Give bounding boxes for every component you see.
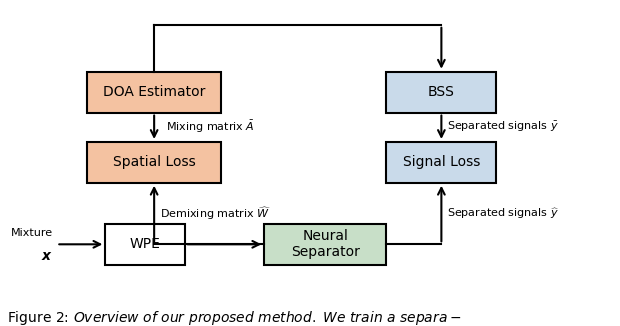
Text: Separated signals $\widehat{y}$: Separated signals $\widehat{y}$ bbox=[448, 206, 560, 221]
FancyBboxPatch shape bbox=[87, 142, 221, 183]
Text: Figure 2: $\it{Overview\ of\ our\ proposed\ method.\ We\ train\ a\ separa-}$: Figure 2: $\it{Overview\ of\ our\ propos… bbox=[7, 309, 462, 326]
Text: $\boldsymbol{x}$: $\boldsymbol{x}$ bbox=[42, 249, 53, 263]
FancyBboxPatch shape bbox=[264, 224, 386, 265]
Text: DOA Estimator: DOA Estimator bbox=[103, 85, 205, 99]
FancyBboxPatch shape bbox=[386, 142, 497, 183]
Text: Separated signals $\bar{y}$: Separated signals $\bar{y}$ bbox=[448, 120, 559, 134]
Text: Mixture: Mixture bbox=[11, 228, 53, 238]
Text: Signal Loss: Signal Loss bbox=[403, 156, 480, 170]
FancyBboxPatch shape bbox=[105, 224, 185, 265]
Text: Spatial Loss: Spatial Loss bbox=[113, 156, 195, 170]
Text: Neural
Separator: Neural Separator bbox=[291, 229, 360, 259]
Text: Demixing matrix $\widehat{W}$: Demixing matrix $\widehat{W}$ bbox=[160, 205, 272, 222]
Text: BSS: BSS bbox=[428, 85, 455, 99]
FancyBboxPatch shape bbox=[386, 72, 497, 112]
FancyBboxPatch shape bbox=[87, 72, 221, 112]
Text: WPE: WPE bbox=[130, 237, 161, 251]
Text: Mixing matrix $\bar{A}$: Mixing matrix $\bar{A}$ bbox=[166, 119, 255, 135]
